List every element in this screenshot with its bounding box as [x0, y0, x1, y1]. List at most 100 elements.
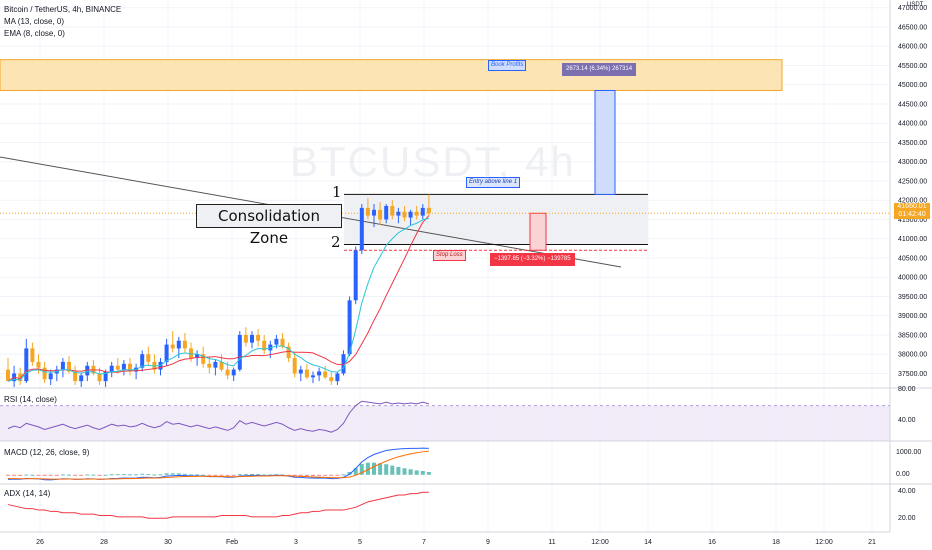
candle-body	[359, 207, 364, 251]
candle-body	[372, 209, 376, 216]
candle-body	[286, 346, 291, 359]
macd-histogram-bar	[231, 474, 236, 476]
candle-body	[103, 371, 108, 382]
y-tick-label: 47000.00	[898, 5, 927, 12]
candle-body	[195, 354, 200, 359]
stop-loss-label: Stop Loss	[433, 250, 466, 261]
macd-histogram-bar	[195, 474, 200, 476]
macd-histogram-bar	[426, 472, 431, 475]
macd-histogram-bar	[378, 463, 383, 475]
candle-body	[414, 211, 419, 216]
candle-body	[48, 373, 53, 380]
macd-histogram-bar	[365, 462, 370, 475]
rsi-label[interactable]: RSI (14, close)	[4, 395, 57, 404]
candle-body	[298, 369, 303, 374]
y-tick-label: 39500.00	[898, 294, 927, 301]
candle-body	[24, 348, 29, 382]
macd-histogram-bar	[414, 470, 419, 475]
candle-body	[396, 211, 401, 216]
macd-histogram-bar	[219, 474, 224, 476]
macd-histogram-bar	[54, 474, 59, 476]
y-tick-label: 38500.00	[898, 332, 927, 339]
macd-histogram-bar	[18, 474, 23, 476]
macd-histogram-bar	[372, 462, 376, 475]
rsi-line	[7, 400, 430, 433]
candle-body	[231, 369, 236, 376]
candle-body	[353, 250, 358, 301]
x-tick-label: 12:00	[815, 539, 833, 546]
macd-histogram-bar	[359, 464, 364, 475]
adx-tick-high: 40.00	[898, 488, 916, 495]
candle-body	[225, 369, 230, 376]
macd-histogram-bar	[91, 474, 96, 476]
rsi-tick-low: 40.00	[898, 417, 916, 424]
adx-pane	[7, 491, 429, 519]
consolidation-zone-label: Consolidation Zone	[196, 204, 342, 247]
y-tick-label: 38000.00	[898, 352, 927, 359]
candle-body	[121, 363, 126, 370]
candle-body	[378, 209, 383, 220]
macd-histogram-bar	[85, 474, 90, 476]
candle-body	[73, 371, 78, 382]
macd-histogram-bar	[292, 474, 297, 476]
x-tick-label: 14	[644, 539, 652, 546]
macd-histogram-bar	[79, 474, 84, 476]
macd-histogram-bar	[298, 474, 303, 476]
book-profits-label: Book Profits	[488, 60, 527, 71]
candle-body	[237, 334, 242, 370]
macd-histogram-bar	[311, 474, 315, 476]
candle-body	[250, 334, 254, 343]
x-tick-label: 30	[164, 539, 172, 546]
y-tick-label: 37500.00	[898, 371, 927, 378]
x-tick-label: 12:00	[591, 539, 609, 546]
candle-body	[304, 369, 309, 378]
macd-histogram-bar	[408, 469, 413, 475]
macd-histogram-bar	[12, 474, 17, 476]
y-tick-label: 43000.00	[898, 159, 927, 166]
symbol-title: Bitcoin / TetherUS, 4h, BINANCE	[4, 5, 122, 14]
target-projection	[594, 89, 616, 195]
macd-histogram-bar	[335, 474, 340, 476]
y-tick-label: 42500.00	[898, 178, 927, 185]
y-tick-label: 46500.00	[898, 24, 927, 31]
macd-histogram-bar	[201, 474, 206, 476]
candle-body	[390, 205, 395, 216]
candle-body	[60, 361, 65, 370]
ma-legend[interactable]: MA (13, close, 0)	[4, 17, 65, 26]
macd-histogram-bar	[323, 474, 328, 476]
last-price-badge: 41660.01 01:42:40	[894, 203, 930, 219]
y-tick-label: 40500.00	[898, 255, 927, 262]
macd-label[interactable]: MACD (12, 26, close, 9)	[4, 448, 90, 457]
candle-body	[97, 373, 102, 382]
candle-body	[207, 363, 212, 368]
candle-body	[36, 361, 41, 368]
y-tick-label: 45500.00	[898, 63, 927, 70]
ema-legend[interactable]: EMA (8, close, 0)	[4, 29, 65, 38]
macd-histogram-bar	[213, 474, 218, 476]
macd-histogram-bar	[317, 474, 322, 476]
macd-histogram-bar	[353, 468, 358, 475]
candle-body	[79, 375, 84, 382]
candle-body	[67, 361, 71, 372]
macd-histogram-bar	[109, 474, 114, 476]
macd-pane	[6, 447, 431, 481]
target-zone	[0, 59, 783, 91]
ma-line	[7, 215, 430, 382]
y-tick-label: 43500.00	[898, 140, 927, 147]
last-price-value: 41660.01	[897, 203, 927, 210]
candle-body	[365, 207, 370, 216]
candle-body	[189, 348, 193, 359]
candle-body	[384, 205, 389, 220]
macd-histogram-bar	[182, 473, 187, 475]
y-tick-label: 44500.00	[898, 101, 927, 108]
adx-label[interactable]: ADX (14, 14)	[4, 489, 51, 498]
candle-body	[347, 300, 352, 355]
x-tick-label: 16	[708, 539, 716, 546]
candle-body	[329, 377, 334, 382]
macd-histogram-bar	[24, 474, 29, 476]
risk-projection	[529, 212, 547, 251]
ema-line	[7, 217, 430, 382]
macd-histogram-bar	[250, 473, 254, 475]
macd-histogram-bar	[225, 474, 230, 476]
macd-histogram-bar	[396, 466, 401, 475]
